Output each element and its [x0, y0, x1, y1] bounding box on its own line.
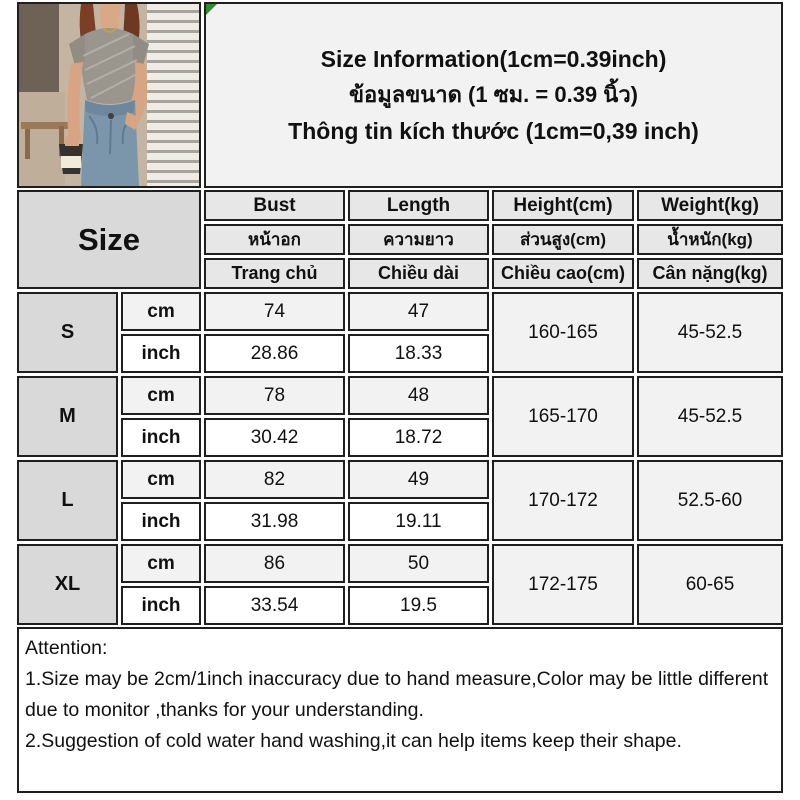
size-l-label: L — [17, 460, 118, 541]
size-m-label: M — [17, 376, 118, 457]
s-length-inch: 18.33 — [348, 334, 489, 373]
product-photo — [17, 2, 201, 188]
height-header-en: Height(cm) — [492, 190, 634, 221]
m-bust-inch: 30.42 — [204, 418, 345, 457]
xl-length-cm: 50 — [348, 544, 489, 583]
unit-cm-label: cm — [121, 376, 201, 415]
m-height: 165-170 — [492, 376, 634, 457]
xl-weight: 60-65 — [637, 544, 783, 625]
unit-cm-label: cm — [121, 544, 201, 583]
m-weight: 45-52.5 — [637, 376, 783, 457]
l-weight: 52.5-60 — [637, 460, 783, 541]
bust-header-en: Bust — [204, 190, 345, 221]
unit-inch-label: inch — [121, 586, 201, 625]
attention-note-2: 2.Suggestion of cold water hand washing,… — [25, 730, 682, 752]
attention-note-1: 1.Size may be 2cm/1inch inaccuracy due t… — [25, 668, 769, 721]
height-header-th: ส่วนสูง(cm) — [492, 224, 634, 255]
bust-header-vi: Trang chủ — [204, 258, 345, 289]
length-header-en: Length — [348, 190, 489, 221]
m-bust-cm: 78 — [204, 376, 345, 415]
m-length-cm: 48 — [348, 376, 489, 415]
size-s-label: S — [17, 292, 118, 373]
size-column-header: Size — [17, 190, 201, 289]
l-bust-inch: 31.98 — [204, 502, 345, 541]
size-xl-label: XL — [17, 544, 118, 625]
unit-inch-label: inch — [121, 418, 201, 457]
title-vietnamese: Thông tin kích thước (1cm=0,39 inch) — [288, 118, 699, 144]
l-length-cm: 49 — [348, 460, 489, 499]
l-height: 170-172 — [492, 460, 634, 541]
l-bust-cm: 82 — [204, 460, 345, 499]
s-weight: 45-52.5 — [637, 292, 783, 373]
attention-heading: Attention: — [25, 637, 108, 659]
weight-header-th: น้ำหนัก(kg) — [637, 224, 783, 255]
unit-cm-label: cm — [121, 292, 201, 331]
s-height: 160-165 — [492, 292, 634, 373]
size-chart-sheet: Size Information(1cm=0.39inch) ข้อมูลขนา… — [17, 2, 783, 793]
title-thai: ข้อมูลขนาด (1 ซม. = 0.39 นิ้ว) — [348, 82, 638, 107]
height-header-vi: Chiều cao(cm) — [492, 258, 634, 289]
xl-bust-cm: 86 — [204, 544, 345, 583]
green-corner-marker-icon — [206, 4, 217, 15]
m-length-inch: 18.72 — [348, 418, 489, 457]
xl-length-inch: 19.5 — [348, 586, 489, 625]
length-header-th: ความยาว — [348, 224, 489, 255]
size-information-title-block: Size Information(1cm=0.39inch) ข้อมูลขนา… — [204, 2, 783, 188]
weight-header-en: Weight(kg) — [637, 190, 783, 221]
s-bust-inch: 28.86 — [204, 334, 345, 373]
unit-inch-label: inch — [121, 334, 201, 373]
length-header-vi: Chiều dài — [348, 258, 489, 289]
unit-inch-label: inch — [121, 502, 201, 541]
xl-height: 172-175 — [492, 544, 634, 625]
xl-bust-inch: 33.54 — [204, 586, 345, 625]
l-length-inch: 19.11 — [348, 502, 489, 541]
model-photo-illustration — [19, 4, 199, 186]
s-length-cm: 47 — [348, 292, 489, 331]
unit-cm-label: cm — [121, 460, 201, 499]
size-table: Size Bust Length Height(cm) Weight(kg) ห… — [17, 190, 783, 625]
title-english: Size Information(1cm=0.39inch) — [320, 46, 667, 72]
attention-notes: Attention: 1.Size may be 2cm/1inch inacc… — [17, 627, 783, 793]
header-row: Size Information(1cm=0.39inch) ข้อมูลขนา… — [17, 2, 783, 188]
weight-header-vi: Cân nặng(kg) — [637, 258, 783, 289]
s-bust-cm: 74 — [204, 292, 345, 331]
bust-header-th: หน้าอก — [204, 224, 345, 255]
